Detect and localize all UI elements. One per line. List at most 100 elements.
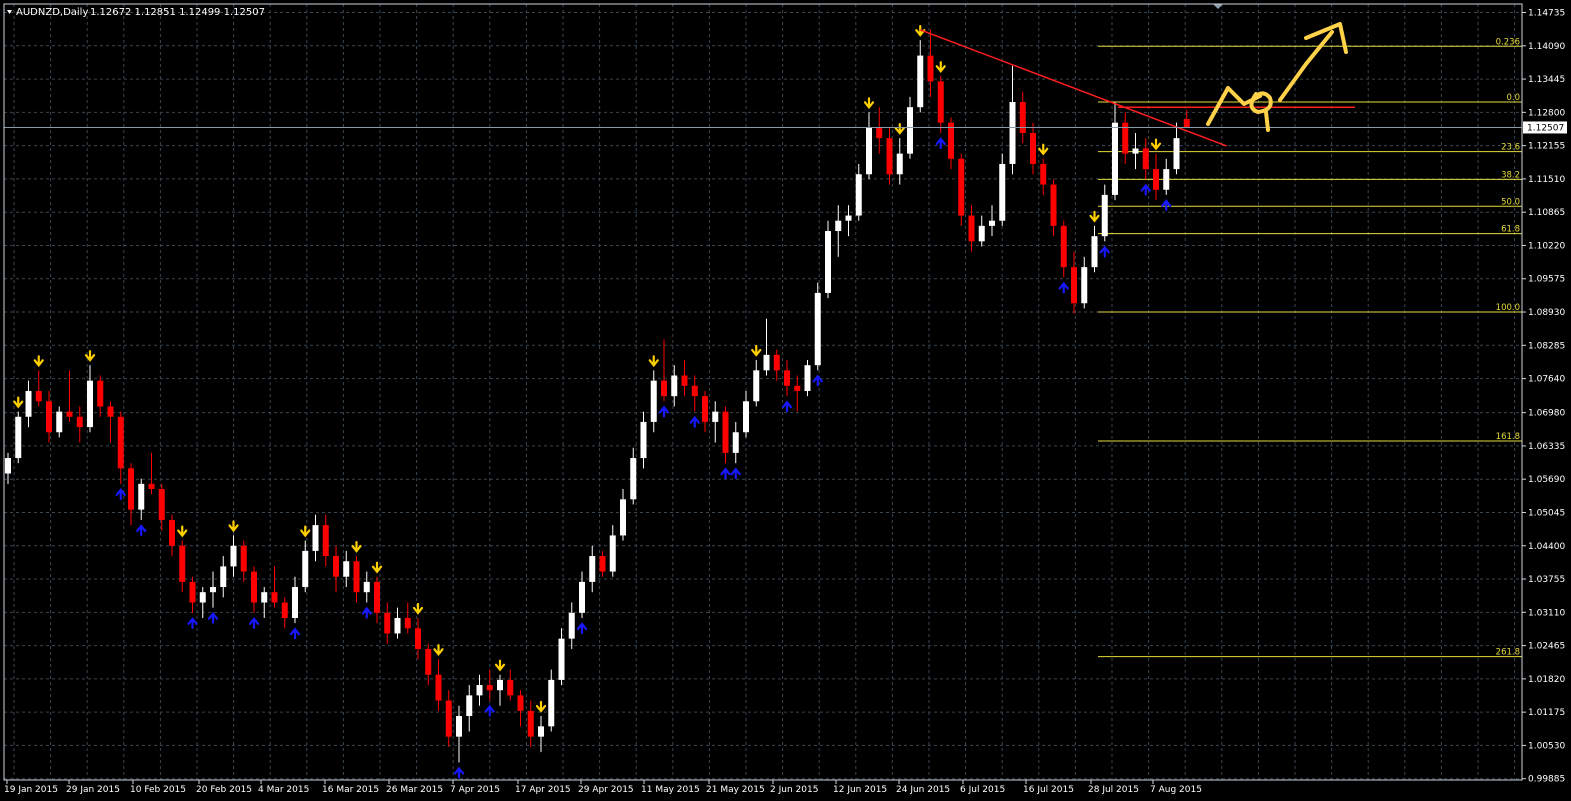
bull-candle: [15, 416, 22, 459]
grid: [4, 4, 1522, 780]
bear-candle: [281, 602, 288, 618]
y-tick-label: 1.06335: [1528, 442, 1565, 452]
bear-candle: [46, 401, 52, 433]
bear-candle: [702, 396, 708, 422]
bear-candle: [353, 561, 360, 593]
fractal-up-arrow-icon: [33, 355, 44, 368]
bear-candle: [486, 685, 493, 691]
chart-header: AUDNZD,Daily 1.12672 1.12851 1.12499 1.1…: [7, 4, 1223, 18]
bear-candle: [240, 545, 247, 572]
bear-candle: [527, 710, 534, 737]
bull-candle: [363, 581, 370, 593]
fractal-down-arrow-icon: [484, 704, 495, 717]
y-tick-label: 1.10220: [1528, 241, 1565, 251]
bear-candle: [1030, 132, 1036, 164]
y-tick-label: 0.99885: [1528, 775, 1565, 785]
x-tick-label: 2 Jun 2015: [770, 785, 818, 795]
bull-candle: [845, 215, 852, 221]
bear-candle: [179, 545, 186, 582]
bear-candle: [691, 385, 698, 397]
y-tick-label: 1.01820: [1528, 675, 1565, 685]
bear-candle: [1050, 184, 1057, 226]
bull-candle: [538, 726, 544, 737]
x-tick-label: 10 Feb 2015: [130, 785, 186, 795]
fractal-down-arrow-icon: [115, 488, 126, 500]
fractal-down-arrow-icon: [207, 611, 219, 624]
bear-candle: [1040, 163, 1047, 185]
resistance-trendline[interactable]: [919, 29, 1227, 147]
bear-candle: [158, 489, 165, 520]
fractal-up-arrow-icon: [1038, 143, 1049, 156]
fractal-down-arrow-icon: [1140, 183, 1151, 196]
y-tick-label: 1.11510: [1528, 175, 1565, 185]
dropdown-triangle-icon[interactable]: [7, 10, 12, 14]
bull-candle: [199, 592, 206, 603]
bull-candle: [999, 163, 1006, 221]
bull-candle: [230, 545, 237, 567]
bull-candle: [743, 401, 749, 433]
y-tick-label: 1.14735: [1528, 9, 1565, 19]
bear-candle: [599, 556, 606, 572]
bull-candle: [1091, 236, 1098, 268]
fractal-down-arrow-icon: [812, 374, 823, 387]
bull-candle: [989, 220, 995, 226]
plot-frame: [3, 3, 1523, 781]
bear-candle: [1142, 148, 1149, 170]
bull-candle: [825, 231, 831, 293]
bull-candle: [763, 354, 770, 371]
fractal-markers: [13, 25, 1172, 779]
x-tick-label: 12 Jun 2015: [833, 785, 887, 795]
fractal-up-arrow-icon: [84, 350, 96, 362]
bull-candle: [917, 55, 924, 108]
bear-candle: [876, 127, 883, 139]
bear-candle: [927, 55, 934, 82]
bear-candle: [76, 416, 83, 428]
x-tick-label: 26 Mar 2015: [386, 785, 443, 795]
fractal-down-arrow-icon: [935, 137, 946, 150]
bear-candle: [415, 628, 421, 649]
x-tick-label: 16 Mar 2015: [322, 785, 379, 795]
fractal-down-arrow-icon: [689, 415, 700, 428]
y-tick-label: 1.08930: [1528, 308, 1565, 318]
shift-marker-icon[interactable]: [1213, 4, 1223, 9]
bear-candle: [66, 411, 73, 417]
bull-candle: [394, 617, 401, 634]
bear-candle: [117, 416, 124, 469]
bear-candle: [1153, 169, 1159, 190]
bull-candle: [1112, 122, 1118, 195]
bull-candle: [87, 380, 93, 428]
y-tick-label: 1.10865: [1528, 208, 1565, 218]
hand-drawn-annotation: [1206, 22, 1348, 132]
y-tick-label: 1.05045: [1528, 508, 1565, 518]
fibonacci-label: 161.8: [1496, 432, 1520, 442]
x-tick-label: 7 Apr 2015: [450, 785, 500, 795]
bull-candle: [855, 174, 862, 216]
fractal-down-arrow-icon: [248, 617, 260, 629]
x-tick-label: 7 Aug 2015: [1150, 785, 1202, 795]
x-tick-label: 29 Jan 2015: [66, 785, 120, 795]
y-tick-label: 1.02465: [1528, 642, 1565, 652]
bear-candle: [333, 556, 339, 577]
bull-candle: [671, 375, 678, 397]
bull-candle: [25, 390, 32, 417]
bull-candle: [1173, 138, 1180, 170]
bull-candle: [302, 550, 309, 588]
fractal-down-arrow-icon: [136, 524, 147, 537]
bull-candle: [558, 638, 565, 680]
y-tick-label: 1.04400: [1528, 542, 1565, 552]
fractal-up-arrow-icon: [228, 520, 239, 533]
ohlc-label: 1.12672 1.12851 1.12499 1.12507: [90, 7, 265, 18]
fractal-down-arrow-icon: [1058, 281, 1069, 294]
bear-candle: [507, 679, 514, 696]
bull-candle: [732, 432, 739, 453]
fractal-up-arrow-icon: [935, 61, 946, 73]
x-tick-label: 29 Apr 2015: [578, 785, 634, 795]
y-tick-label: 1.08285: [1528, 341, 1565, 351]
bull-candle: [835, 220, 842, 232]
fractal-down-arrow-icon: [1099, 245, 1110, 258]
bear-candle: [148, 483, 155, 489]
bull-candle: [814, 292, 821, 366]
